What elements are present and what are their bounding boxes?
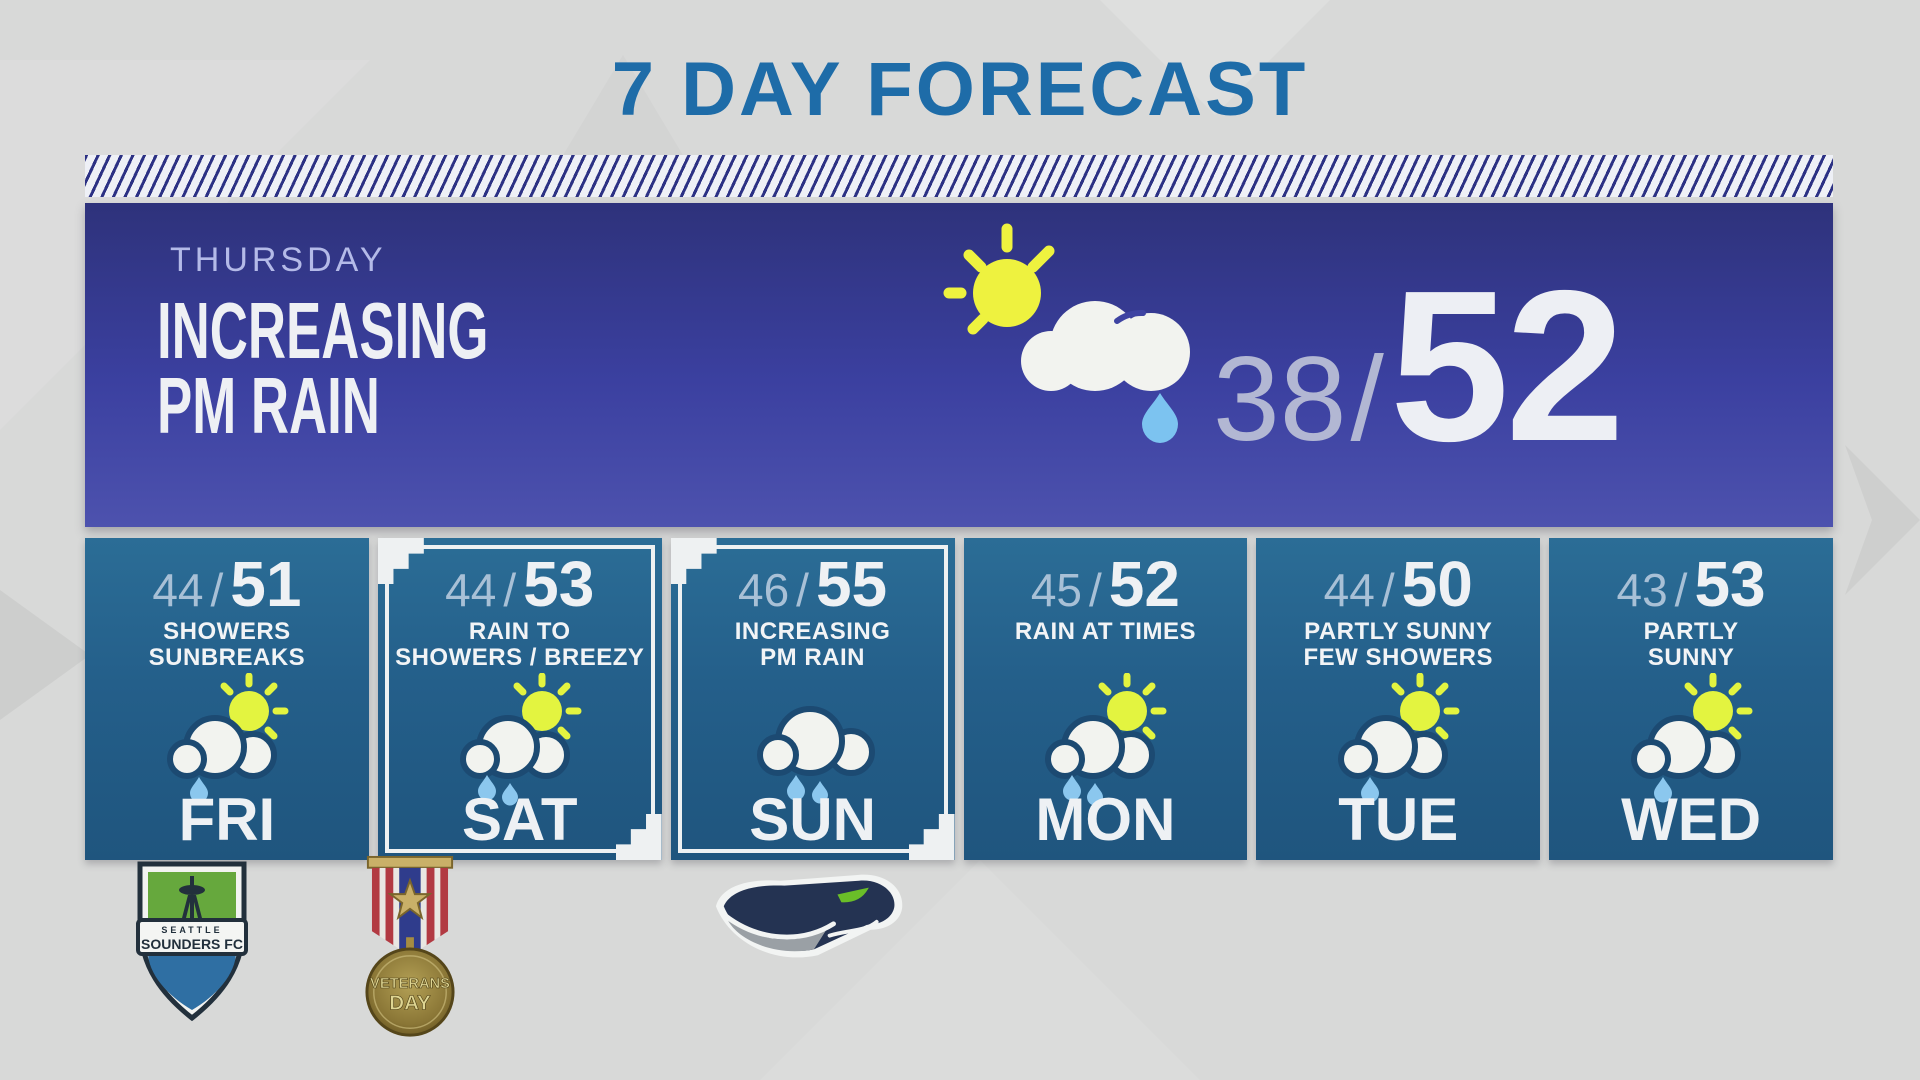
seahawks-logo — [715, 874, 903, 958]
decor-triangle — [0, 590, 90, 720]
card-condition: RAIN AT TIMES — [1015, 619, 1196, 673]
low-temp: 45 — [1030, 564, 1083, 616]
condition-line2: SUNNY — [1647, 643, 1735, 671]
high-temp: 51 — [230, 548, 302, 620]
today-low-temp: 38 — [1213, 332, 1347, 466]
high-temp: 53 — [1694, 548, 1766, 620]
condition-line1: SHOWERS — [163, 618, 291, 645]
condition-line2: SHOWERS / BREEZY — [395, 643, 645, 671]
condition-line1: RAIN TO — [468, 618, 571, 645]
today-condition-line1: INCREASING — [157, 286, 489, 375]
forecast-cards-row: 44 / 51 SHOWERS SUNBREAKS FRI 44 / 53 RA… — [85, 538, 1833, 860]
today-temps: 38 / 52 — [1213, 245, 1625, 486]
today-forecast-panel: THURSDAY INCREASING PM RAIN 38 / 52 — [85, 203, 1833, 527]
medal-star — [387, 877, 433, 921]
hatched-divider — [85, 155, 1833, 197]
day-label: TUE — [1338, 786, 1459, 853]
today-condition: INCREASING PM RAIN — [157, 286, 489, 451]
low-temp: 46 — [738, 564, 790, 616]
high-temp: 52 — [1108, 548, 1180, 620]
card-condition: INCREASING PM RAIN — [735, 619, 891, 673]
temp-slash: / — [796, 564, 809, 616]
card-condition: PARTLY SUNNY — [1644, 619, 1739, 673]
temp-slash: / — [1674, 564, 1688, 616]
temp-slash: / — [210, 564, 224, 616]
today-condition-line2: PM RAIN — [157, 361, 380, 451]
today-weather-icon — [940, 221, 1250, 471]
condition-line1: PARTLY SUNNY — [1304, 618, 1493, 645]
card-condition: PARTLY SUNNY FEW SHOWERS — [1303, 619, 1493, 673]
day-label: FRI — [178, 786, 276, 853]
day-label: WED — [1621, 786, 1762, 853]
today-day-label: THURSDAY — [170, 241, 387, 279]
low-temp: 44 — [152, 564, 204, 616]
card-temps: 44 / 51 — [152, 552, 301, 616]
temp-slash: / — [503, 564, 517, 616]
card-temps: 46 / 55 — [738, 552, 887, 616]
high-temp: 55 — [815, 548, 888, 620]
card-temps: 44 / 50 — [1324, 552, 1473, 616]
day-label: MON — [1035, 786, 1176, 853]
decor-chevron — [1845, 445, 1920, 595]
condition-line2: PM RAIN — [760, 643, 865, 671]
veterans-day-medal: VETERANS DAY — [365, 855, 455, 1037]
condition-line1: PARTLY — [1643, 618, 1739, 645]
day-label: SUN — [749, 786, 876, 853]
forecast-card-mon: 45 / 52 RAIN AT TIMES MON — [963, 538, 1248, 860]
page-title: 7 DAY FORECAST — [611, 47, 1309, 132]
forecast-card-fri: 44 / 51 SHOWERS SUNBREAKS FRI — [85, 538, 369, 860]
medal-text-line1: VETERANS — [370, 976, 450, 992]
forecast-card-tue: 44 / 50 PARTLY SUNNY FEW SHOWERS TUE — [1256, 538, 1541, 860]
card-condition: RAIN TO SHOWERS / BREEZY — [395, 619, 644, 673]
high-temp: 50 — [1401, 548, 1473, 620]
temp-slash: / — [1381, 564, 1395, 616]
sounders-banner-top: SEATTLE — [161, 925, 222, 935]
card-condition: SHOWERS SUNBREAKS — [149, 619, 306, 673]
low-temp: 43 — [1616, 564, 1668, 616]
low-temp: 44 — [1323, 564, 1375, 616]
day-label: SAT — [461, 786, 578, 853]
card-temps: 44 / 53 — [445, 552, 594, 616]
condition-line2: SUNBREAKS — [148, 643, 306, 671]
medal-ribbon — [372, 868, 448, 956]
card-temps: 45 / 52 — [1031, 552, 1180, 616]
forecast-card-wed: 43 / 53 PARTLY SUNNY WED — [1549, 538, 1833, 860]
forecast-card-sun: 46 / 55 INCREASING PM RAIN SUN — [670, 538, 955, 860]
temp-slash: / — [1089, 564, 1102, 616]
low-temp: 44 — [445, 564, 497, 616]
today-high-temp: 52 — [1389, 245, 1625, 486]
high-temp: 53 — [523, 548, 595, 620]
sounders-fc-logo: SEATTLE SOUNDERS FC — [136, 861, 248, 1022]
card-temps: 43 / 53 — [1617, 552, 1766, 616]
forecast-card-sat: 44 / 53 RAIN TO SHOWERS / BREEZY SAT — [377, 538, 662, 860]
sounders-banner-bottom: SOUNDERS FC — [141, 936, 243, 952]
medal-text-line2: DAY — [389, 992, 431, 1015]
highlight-corner-top-left — [377, 538, 424, 584]
decor-triangle — [1100, 0, 1330, 115]
decor-triangle — [760, 860, 1200, 1080]
temp-slash: / — [1350, 332, 1384, 466]
condition-line1: RAIN AT TIMES — [1014, 618, 1196, 645]
condition-line2: FEW SHOWERS — [1303, 643, 1493, 671]
seahawks-eye — [837, 887, 869, 903]
highlight-corner-top-left — [670, 538, 717, 584]
condition-line1: INCREASING — [734, 618, 891, 645]
space-needle-silhouette — [179, 876, 205, 918]
